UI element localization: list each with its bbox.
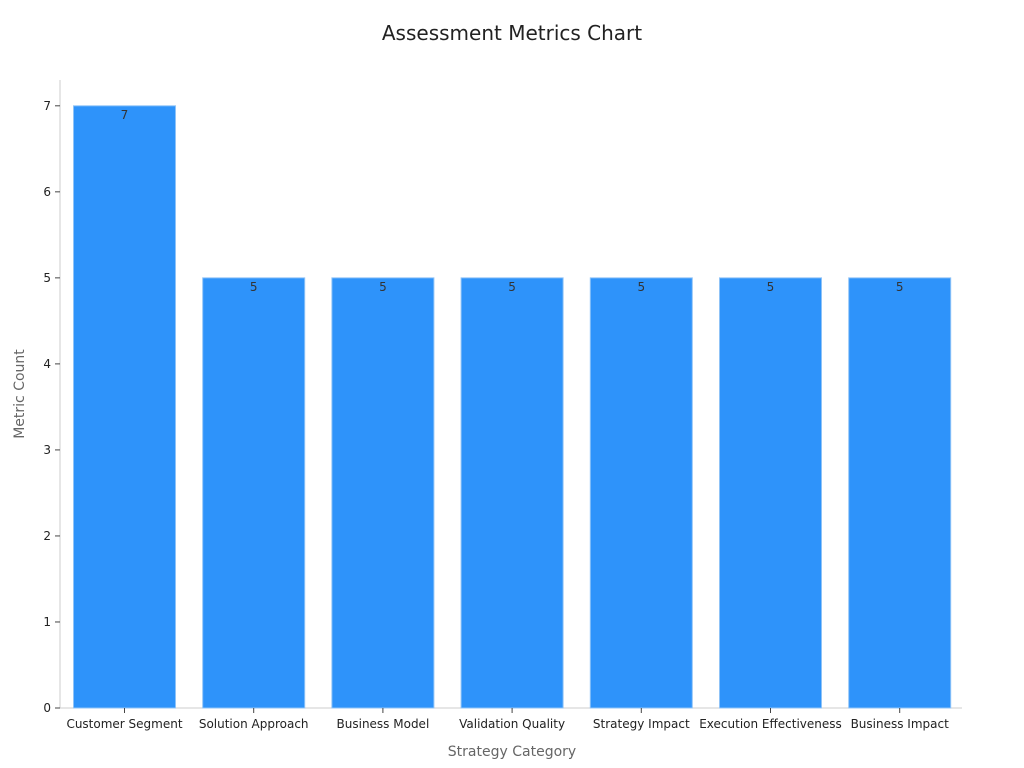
data-label-4: 5 <box>637 280 645 294</box>
data-label-2: 5 <box>379 280 387 294</box>
x-tick-label-6: Business Impact <box>851 717 950 731</box>
data-label-group: 7 5 5 5 5 5 5 <box>121 108 904 294</box>
y-tick-label-1: 1 <box>43 615 51 629</box>
bar-2 <box>331 277 435 709</box>
bar-6 <box>848 277 952 709</box>
y-tick-label-3: 3 <box>43 443 51 457</box>
x-axis-label: Strategy Category <box>448 744 576 760</box>
x-tick-label-0: Customer Segment <box>66 717 182 731</box>
tick-group: 0 1 2 3 4 5 6 7 Customer Segment Solution Approac… <box>43 99 949 731</box>
chart-title: Assessment Metrics Chart <box>382 21 642 45</box>
x-tick-label-2: Business Model <box>337 717 430 731</box>
x-tick-label-4: Strategy Impact <box>593 717 690 731</box>
x-tick-label-5: Execution Effectiveness <box>699 717 842 731</box>
bar-0 <box>73 105 176 709</box>
bar-1 <box>202 277 306 709</box>
y-axis-label: Metric Count <box>12 349 28 439</box>
data-label-5: 5 <box>767 280 775 294</box>
y-tick-label-0: 0 <box>43 701 51 715</box>
y-tick-label-5: 5 <box>43 271 51 285</box>
data-label-3: 5 <box>508 280 516 294</box>
y-tick-label-7: 7 <box>43 99 51 113</box>
x-tick-label-3: Validation Quality <box>459 717 565 731</box>
bar-3 <box>460 277 564 709</box>
x-tick-label-1: Solution Approach <box>199 717 309 731</box>
y-tick-label-2: 2 <box>43 529 51 543</box>
bar-5 <box>719 277 822 709</box>
y-tick-label-6: 6 <box>43 185 51 199</box>
bar-series <box>73 105 952 709</box>
bar-4 <box>589 277 693 709</box>
y-tick-label-4: 4 <box>43 357 51 371</box>
data-label-0: 7 <box>121 108 129 122</box>
data-label-6: 5 <box>896 280 904 294</box>
data-label-1: 5 <box>250 280 258 294</box>
